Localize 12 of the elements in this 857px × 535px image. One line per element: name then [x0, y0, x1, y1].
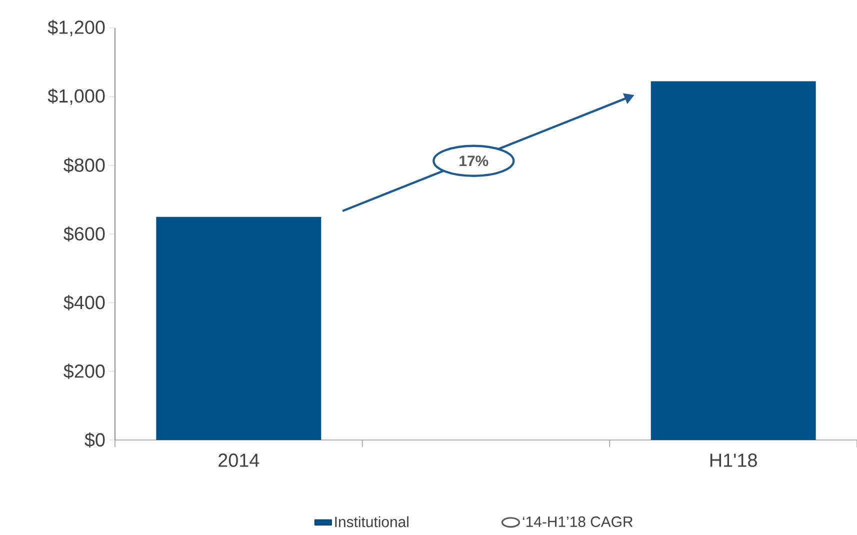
y-tick-label: $400	[64, 295, 105, 310]
y-tick-label: $0	[84, 432, 105, 448]
legend-label: Institutional	[335, 516, 408, 528]
x-tick-label: H1'18	[710, 454, 757, 467]
annotation: 17%	[460, 156, 488, 166]
y-tick-label: $200	[64, 364, 105, 379]
text: ‘14-H1’18 CAGR	[522, 516, 633, 528]
y-tick-label: $1,000	[48, 88, 105, 105]
y-tick-label: $1,200	[48, 20, 105, 36]
y-tick-label: $600	[64, 226, 105, 242]
y-tick-label: $800	[64, 158, 105, 173]
x-tick-label: 2014	[218, 454, 260, 467]
